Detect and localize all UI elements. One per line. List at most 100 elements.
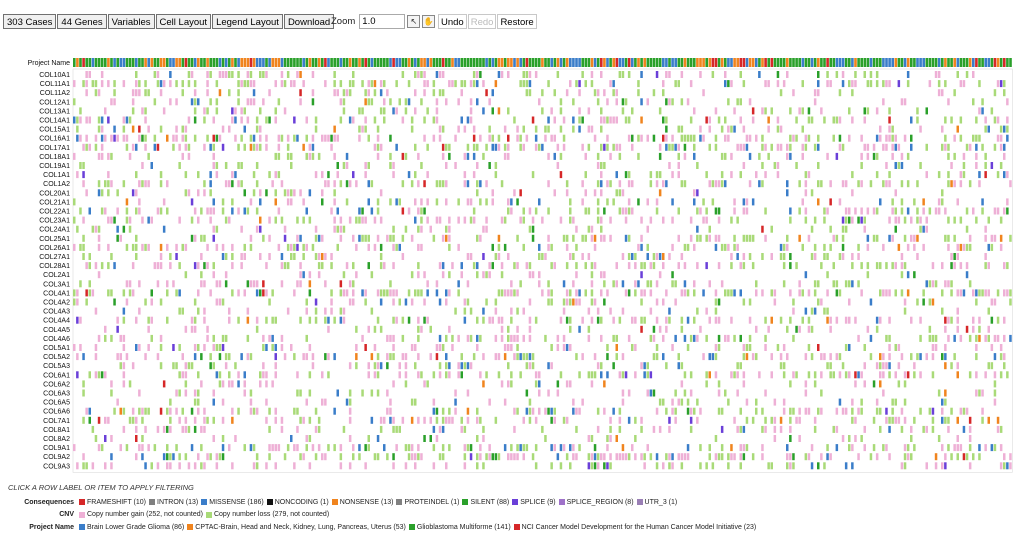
alteration-cell[interactable] <box>906 444 910 452</box>
alteration-cell[interactable] <box>448 143 451 151</box>
alteration-cell[interactable] <box>193 262 197 270</box>
alteration-cell[interactable] <box>503 444 507 452</box>
alteration-cell[interactable] <box>500 316 504 324</box>
alteration-cell[interactable] <box>379 289 383 297</box>
project-name-cell[interactable] <box>91 58 95 67</box>
alteration-cell[interactable] <box>73 198 76 206</box>
alteration-cell[interactable] <box>339 180 343 188</box>
project-name-cell[interactable] <box>485 58 488 67</box>
alteration-cell[interactable] <box>407 453 411 461</box>
alteration-cell[interactable] <box>851 216 854 224</box>
alteration-cell[interactable] <box>392 243 395 251</box>
alteration-cell[interactable] <box>705 116 708 124</box>
alteration-cell[interactable] <box>321 134 324 142</box>
alteration-cell[interactable] <box>479 371 482 379</box>
alteration-cell[interactable] <box>364 298 367 306</box>
alteration-cell[interactable] <box>367 371 371 379</box>
alteration-cell[interactable] <box>640 316 643 324</box>
alteration-cell[interactable] <box>342 107 346 115</box>
alteration-cell[interactable] <box>379 107 383 115</box>
alteration-cell[interactable] <box>463 216 467 224</box>
alteration-cell[interactable] <box>265 371 268 379</box>
alteration-cell[interactable] <box>460 371 464 379</box>
alteration-cell[interactable] <box>978 325 981 333</box>
alteration-cell[interactable] <box>125 116 129 124</box>
alteration-cell[interactable] <box>131 189 135 197</box>
alteration-cell[interactable] <box>699 234 702 242</box>
alteration-cell[interactable] <box>897 243 901 251</box>
alteration-cell[interactable] <box>975 298 978 306</box>
alteration-cell[interactable] <box>658 107 662 115</box>
alteration-cell[interactable] <box>522 453 526 461</box>
alteration-cell[interactable] <box>426 143 429 151</box>
alteration-cell[interactable] <box>85 134 88 142</box>
alteration-cell[interactable] <box>640 416 643 424</box>
alteration-cell[interactable] <box>97 180 101 188</box>
alteration-cell[interactable] <box>243 253 247 260</box>
alteration-cell[interactable] <box>541 216 544 224</box>
project-name-cell[interactable] <box>668 58 671 67</box>
alteration-cell[interactable] <box>147 444 150 452</box>
project-name-cell[interactable] <box>420 58 423 67</box>
alteration-cell[interactable] <box>538 271 541 279</box>
alteration-cell[interactable] <box>987 416 991 424</box>
alteration-cell[interactable] <box>355 353 358 361</box>
alteration-cell[interactable] <box>82 143 85 151</box>
alteration-cell[interactable] <box>97 243 101 251</box>
alteration-cell[interactable] <box>677 453 681 461</box>
alteration-cell[interactable] <box>392 171 395 179</box>
alteration-cell[interactable] <box>280 71 284 78</box>
project-name-cell[interactable] <box>882 58 885 67</box>
alteration-cell[interactable] <box>776 143 780 151</box>
project-name-cell[interactable] <box>587 58 591 67</box>
alteration-cell[interactable] <box>150 162 154 169</box>
alteration-cell[interactable] <box>984 162 987 169</box>
project-name-cell[interactable] <box>593 58 597 67</box>
alteration-cell[interactable] <box>410 444 414 452</box>
gene-row-label[interactable]: COL8A2 <box>43 436 70 443</box>
alteration-cell[interactable] <box>376 207 380 215</box>
alteration-cell[interactable] <box>655 280 659 288</box>
alteration-cell[interactable] <box>649 371 653 379</box>
project-name-cell[interactable] <box>705 58 708 67</box>
project-name-cell[interactable] <box>857 58 860 67</box>
alteration-cell[interactable] <box>581 116 584 124</box>
alteration-cell[interactable] <box>249 134 253 142</box>
alteration-cell[interactable] <box>708 125 712 133</box>
project-name-cell[interactable] <box>851 58 854 67</box>
alteration-cell[interactable] <box>562 298 566 306</box>
project-name-cell[interactable] <box>190 58 194 67</box>
alteration-cell[interactable] <box>572 216 575 224</box>
alteration-cell[interactable] <box>311 353 315 361</box>
alteration-cell[interactable] <box>705 371 708 379</box>
alteration-cell[interactable] <box>975 334 978 342</box>
alteration-cell[interactable] <box>962 407 966 415</box>
alteration-cell[interactable] <box>556 389 560 397</box>
alteration-cell[interactable] <box>857 453 860 461</box>
alteration-cell[interactable] <box>367 198 371 206</box>
project-name-cell[interactable] <box>187 58 191 67</box>
alteration-cell[interactable] <box>131 407 135 415</box>
alteration-cell[interactable] <box>522 353 526 361</box>
alteration-cell[interactable] <box>104 416 107 424</box>
alteration-cell[interactable] <box>76 289 79 297</box>
alteration-cell[interactable] <box>262 280 265 288</box>
alteration-cell[interactable] <box>305 444 309 452</box>
alteration-cell[interactable] <box>187 80 191 88</box>
alteration-cell[interactable] <box>358 216 361 224</box>
alteration-cell[interactable] <box>367 80 371 88</box>
alteration-cell[interactable] <box>714 134 718 142</box>
gene-row-label[interactable]: COL6A6 <box>43 409 70 416</box>
alteration-cell[interactable] <box>538 143 541 151</box>
alteration-cell[interactable] <box>345 198 349 206</box>
alteration-cell[interactable] <box>376 198 380 206</box>
alteration-cell[interactable] <box>122 134 126 142</box>
project-name-cell[interactable] <box>609 58 612 67</box>
alteration-cell[interactable] <box>686 453 690 461</box>
alteration-cell[interactable] <box>414 198 417 206</box>
alteration-cell[interactable] <box>324 453 327 461</box>
alteration-cell[interactable] <box>246 207 250 215</box>
project-name-cell[interactable] <box>240 58 243 67</box>
alteration-cell[interactable] <box>702 289 705 297</box>
alteration-cell[interactable] <box>482 380 485 388</box>
